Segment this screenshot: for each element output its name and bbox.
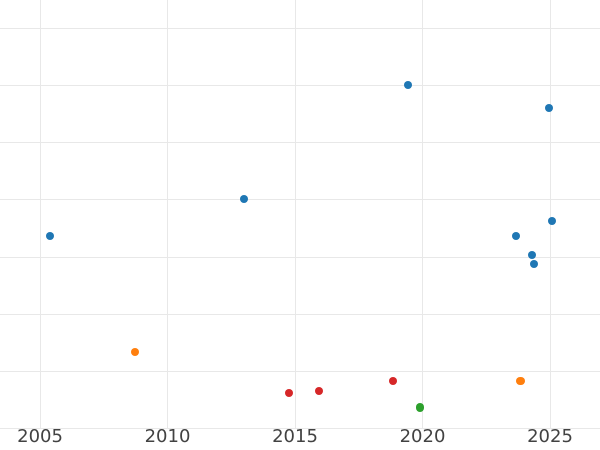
gridline-x-2025	[549, 0, 551, 429]
gridline-y-5	[0, 142, 600, 144]
gridline-y-0	[0, 428, 600, 430]
data-point-orange-2	[516, 376, 525, 385]
data-point-orange-1	[130, 347, 140, 357]
data-point-red-1	[284, 388, 294, 397]
data-point-blue-4	[511, 231, 520, 241]
data-point-red-2	[314, 386, 324, 396]
gridline-y-3	[0, 256, 600, 258]
x-tick-label-2015: 2015	[272, 426, 318, 447]
x-tick-label-2020: 2020	[399, 426, 446, 447]
data-point-blue-1	[46, 231, 55, 241]
gridline-x-2010	[167, 0, 169, 429]
data-point-green-1	[415, 403, 425, 412]
gridline-y-7	[0, 27, 600, 29]
data-point-blue-6	[530, 259, 539, 269]
gridline-x-2020	[422, 0, 424, 429]
data-point-blue-7	[544, 104, 554, 113]
gridline-y-1	[0, 371, 600, 373]
data-point-blue-8	[547, 216, 556, 226]
data-point-blue-5	[527, 250, 536, 259]
data-point-red-3	[388, 376, 398, 385]
gridline-x-2005	[39, 0, 41, 429]
gridline-x-2015	[294, 0, 296, 429]
x-tick-label-2010: 2010	[144, 426, 191, 447]
gridline-y-2	[0, 313, 600, 315]
x-tick-label-2025: 2025	[527, 426, 573, 447]
data-point-blue-2	[239, 195, 249, 204]
gridline-y-6	[0, 84, 600, 86]
x-tick-label-2005: 2005	[17, 426, 63, 447]
data-point-blue-3	[403, 80, 413, 89]
gridline-y-4	[0, 199, 600, 201]
